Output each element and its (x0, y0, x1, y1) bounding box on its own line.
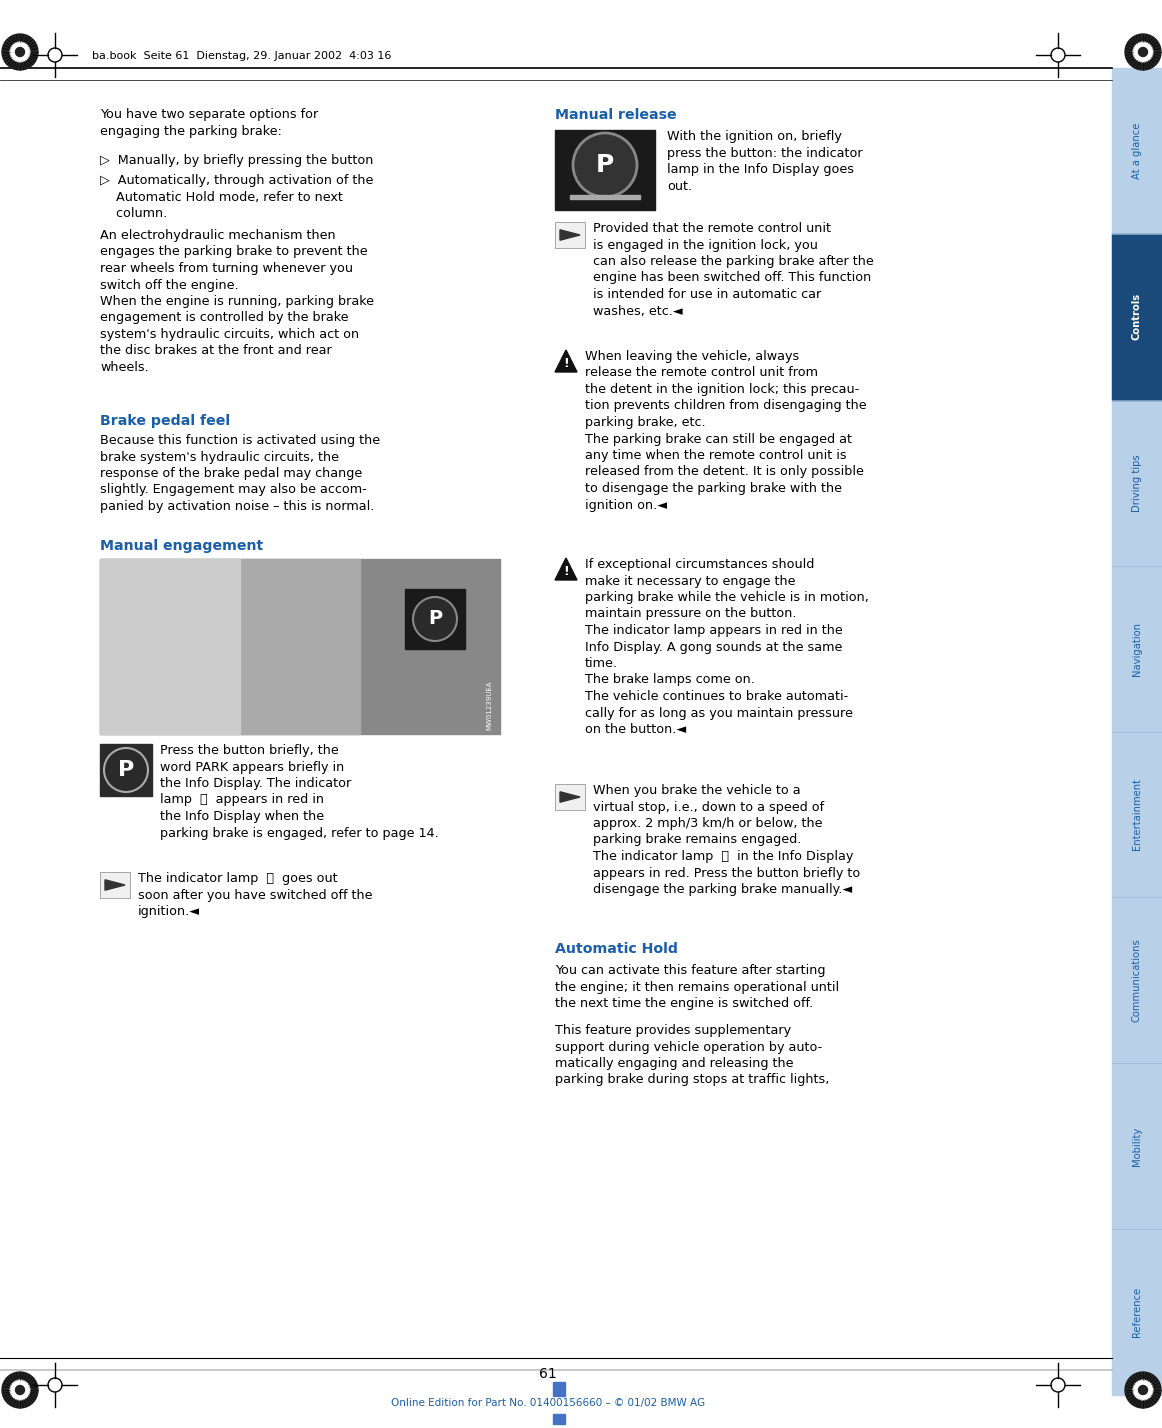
Bar (100, 558, 241, 734)
Text: Automatic Hold: Automatic Hold (555, 942, 677, 955)
Text: ba.book  Seite 61  Dienstag, 29. Januar 2002  4:03 16: ba.book Seite 61 Dienstag, 29. Januar 20… (92, 51, 392, 61)
Text: Manual engagement: Manual engagement (100, 538, 264, 553)
Bar (406, 588, 465, 648)
Polygon shape (560, 791, 580, 803)
Bar (555, 130, 655, 210)
Text: This feature provides supplementary
support during vehicle operation by auto-
ma: This feature provides supplementary supp… (555, 1024, 830, 1087)
Bar (555, 221, 584, 248)
Text: With the ignition on, briefly
press the button: the indicator
lamp in the Info D: With the ignition on, briefly press the … (667, 130, 862, 193)
Text: !: ! (564, 565, 569, 578)
Polygon shape (105, 880, 125, 890)
Text: You can activate this feature after starting
the engine; it then remains operati: You can activate this feature after star… (555, 964, 839, 1010)
Text: If exceptional circumstances should
make it necessary to engage the
parking brak: If exceptional circumstances should make… (584, 558, 869, 735)
Text: Communications: Communications (1132, 938, 1142, 1022)
Text: ▷  Manually, by briefly pressing the button: ▷ Manually, by briefly pressing the butt… (100, 154, 373, 167)
Circle shape (1133, 41, 1153, 61)
Circle shape (1139, 47, 1148, 57)
Bar (100, 744, 152, 795)
Circle shape (2, 1372, 38, 1408)
Text: 61: 61 (539, 1367, 557, 1381)
Circle shape (15, 1385, 24, 1395)
Bar (553, 1414, 565, 1424)
Text: When you brake the vehicle to a
virtual stop, i.e., down to a speed of
approx. 2: When you brake the vehicle to a virtual … (593, 784, 860, 895)
Text: Controls: Controls (1132, 293, 1142, 340)
Bar (555, 784, 584, 810)
Text: Manual release: Manual release (555, 109, 676, 121)
Bar (100, 558, 500, 734)
Circle shape (1125, 34, 1161, 70)
Text: Reference: Reference (1132, 1287, 1142, 1337)
Text: Because this function is activated using the
brake system's hydraulic circuits, : Because this function is activated using… (100, 434, 380, 513)
Text: Brake pedal feel: Brake pedal feel (100, 414, 230, 428)
Bar (571, 196, 640, 198)
Polygon shape (560, 230, 580, 240)
Text: Mobility: Mobility (1132, 1127, 1142, 1165)
Text: Driving tips: Driving tips (1132, 454, 1142, 511)
Text: Online Edition for Part No. 01400156660 – © 01/02 BMW AG: Online Edition for Part No. 01400156660 … (390, 1398, 705, 1408)
Circle shape (2, 34, 38, 70)
Text: An electrohydraulic mechanism then
engages the parking brake to prevent the
rear: An electrohydraulic mechanism then engag… (100, 228, 374, 374)
Text: ▷  Automatically, through activation of the
    Automatic Hold mode, refer to ne: ▷ Automatically, through activation of t… (100, 174, 373, 220)
Bar (555, 221, 584, 248)
Text: When leaving the vehicle, always
release the remote control unit from
the detent: When leaving the vehicle, always release… (584, 350, 867, 511)
Text: P: P (596, 153, 615, 177)
Bar (1112, 234, 1162, 400)
Bar (1112, 69, 1162, 1395)
Circle shape (1125, 1372, 1161, 1408)
Bar (100, 873, 130, 898)
Circle shape (10, 41, 30, 61)
Bar (100, 558, 360, 734)
Circle shape (1139, 1385, 1148, 1395)
Text: Provided that the remote control unit
is engaged in the ignition lock, you
can a: Provided that the remote control unit is… (593, 221, 874, 317)
Text: Entertainment: Entertainment (1132, 778, 1142, 851)
Polygon shape (555, 558, 578, 580)
Circle shape (10, 1379, 30, 1399)
Text: At a glance: At a glance (1132, 123, 1142, 178)
Text: !: ! (564, 357, 569, 370)
Text: MW01239UEA: MW01239UEA (486, 681, 492, 730)
Polygon shape (555, 350, 578, 373)
Bar (553, 1382, 565, 1397)
Bar (555, 784, 584, 810)
Bar (100, 873, 130, 898)
Text: The indicator lamp  Ⓟ  goes out
soon after you have switched off the
ignition.◄: The indicator lamp Ⓟ goes out soon after… (138, 873, 373, 918)
Text: Press the button briefly, the
word PARK appears briefly in
the Info Display. The: Press the button briefly, the word PARK … (160, 744, 439, 840)
Text: P: P (117, 760, 134, 780)
Circle shape (1133, 1379, 1153, 1399)
Circle shape (413, 597, 457, 641)
Circle shape (15, 47, 24, 57)
Text: P: P (428, 610, 442, 628)
Text: You have two separate options for
engaging the parking brake:: You have two separate options for engagi… (100, 109, 318, 137)
Text: Navigation: Navigation (1132, 621, 1142, 675)
Circle shape (573, 133, 637, 197)
